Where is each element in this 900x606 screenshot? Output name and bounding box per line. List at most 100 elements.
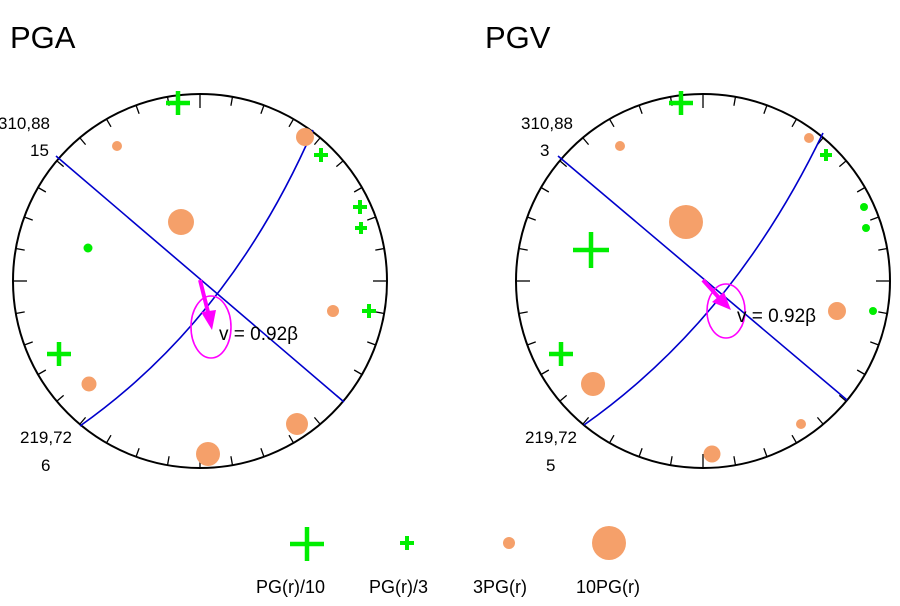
tick-mark: [353, 369, 363, 376]
pgv-arrow-head: [712, 292, 731, 310]
pga-plane1-label: 310,88: [0, 114, 50, 133]
tick-mark: [288, 118, 295, 128]
tick-mark: [260, 448, 265, 457]
legend-plus-small-icon: [400, 536, 414, 550]
tick-mark: [24, 341, 33, 346]
tick-mark: [733, 456, 737, 466]
tick-mark: [870, 216, 879, 221]
tick-mark: [367, 341, 376, 346]
pgv-plane1-value: 3: [540, 141, 549, 160]
tick-mark: [15, 247, 25, 251]
pgv-station-plus-large: [549, 342, 573, 366]
tick-mark: [763, 448, 768, 457]
tick-mark: [559, 160, 568, 168]
legend: PG(r)/10 PG(r)/3 3PG(r) 10PG(r): [256, 526, 640, 597]
pgv-station-plus-large: [669, 91, 693, 115]
pgv-title: PGV: [485, 20, 551, 55]
tick-mark: [79, 416, 87, 425]
pgv-station-plus-small: [869, 307, 877, 315]
pga-title: PGA: [10, 20, 76, 55]
pgv-station-plus-small: [860, 203, 868, 211]
pga-station-plus-small: [353, 200, 367, 214]
pga-station-circle: [81, 376, 97, 392]
tick-mark: [763, 105, 768, 114]
tick-mark: [608, 434, 615, 444]
legend-plus-large-icon: [290, 527, 324, 561]
tick-mark: [669, 456, 673, 466]
pgv-uncertainty-ellipse: [706, 283, 746, 339]
pgv-station-circle: [804, 133, 814, 143]
tick-mark: [733, 96, 737, 106]
pgv-station-circle: [828, 302, 846, 320]
tick-mark: [135, 448, 140, 457]
pga-arrow-head: [201, 310, 216, 330]
pgv-plane2-label: 219,72: [525, 428, 577, 447]
legend-label-plus-small: PG(r)/3: [369, 577, 428, 597]
pga-uncertainty-ellipse: [190, 295, 232, 359]
pga-stereonet: v = 0.92β 310,88 15 219,72 6: [0, 91, 388, 475]
tick-mark: [375, 311, 385, 315]
pga-station-plus-small: [362, 304, 376, 318]
tick-mark: [856, 186, 866, 193]
tick-mark: [838, 394, 847, 402]
pga-station-circle: [286, 413, 308, 435]
tick-mark: [518, 311, 528, 315]
pga-station-plus-small: [314, 148, 328, 162]
pgv-plane2-value: 5: [546, 456, 555, 475]
tick-mark: [638, 105, 643, 114]
tick-mark: [105, 434, 112, 444]
pga-nodal-plane-2: [79, 129, 314, 427]
tick-mark: [105, 118, 112, 128]
pga-ticks: [13, 94, 387, 468]
pgv-station-circle: [669, 205, 703, 239]
tick-mark: [582, 416, 590, 425]
tick-mark: [335, 160, 344, 168]
tick-mark: [15, 311, 25, 315]
tick-mark: [638, 448, 643, 457]
tick-mark: [559, 394, 568, 402]
tick-mark: [37, 369, 47, 376]
pga-station-circle: [196, 442, 220, 466]
tick-mark: [816, 416, 824, 425]
pga-plane2-value: 6: [41, 456, 50, 475]
pga-nodal-plane-1: [55, 155, 345, 403]
tick-mark: [856, 369, 866, 376]
pgv-station-circle: [796, 419, 806, 429]
tick-mark: [791, 434, 798, 444]
tick-mark: [878, 311, 888, 315]
tick-mark: [838, 160, 847, 168]
tick-mark: [313, 416, 321, 425]
tick-mark: [135, 105, 140, 114]
tick-mark: [582, 137, 590, 146]
pga-plane2-label: 219,72: [20, 428, 72, 447]
tick-mark: [79, 137, 87, 146]
pga-station-circle: [296, 128, 314, 146]
pgv-directivity-arrow: [701, 278, 723, 302]
pga-station-circle: [327, 305, 339, 317]
pgv-nodal-plane-1: [557, 155, 848, 401]
tick-mark: [527, 341, 536, 346]
tick-mark: [260, 105, 265, 114]
pgv-station-plus-large: [573, 232, 609, 268]
pga-station-plus-small: [83, 243, 93, 253]
pga-plane1-value: 15: [30, 141, 49, 160]
pgv-station-plus-small: [820, 149, 832, 161]
tick-mark: [527, 216, 536, 221]
legend-label-plus-large: PG(r)/10: [256, 577, 325, 597]
tick-mark: [37, 186, 47, 193]
pga-station-plus-large: [166, 91, 190, 115]
pga-panel: PGA v = 0.92β 31: [0, 20, 388, 475]
tick-mark: [230, 456, 234, 466]
tick-mark: [56, 160, 65, 168]
tick-mark: [353, 186, 363, 193]
tick-mark: [313, 137, 321, 146]
tick-mark: [540, 186, 550, 193]
legend-label-circle-large: 10PG(r): [576, 577, 640, 597]
pgv-station-plus-small: [862, 224, 870, 232]
tick-mark: [878, 247, 888, 251]
pga-station-circle: [112, 141, 122, 151]
tick-mark: [166, 456, 170, 466]
tick-mark: [518, 247, 528, 251]
tick-mark: [608, 118, 615, 128]
